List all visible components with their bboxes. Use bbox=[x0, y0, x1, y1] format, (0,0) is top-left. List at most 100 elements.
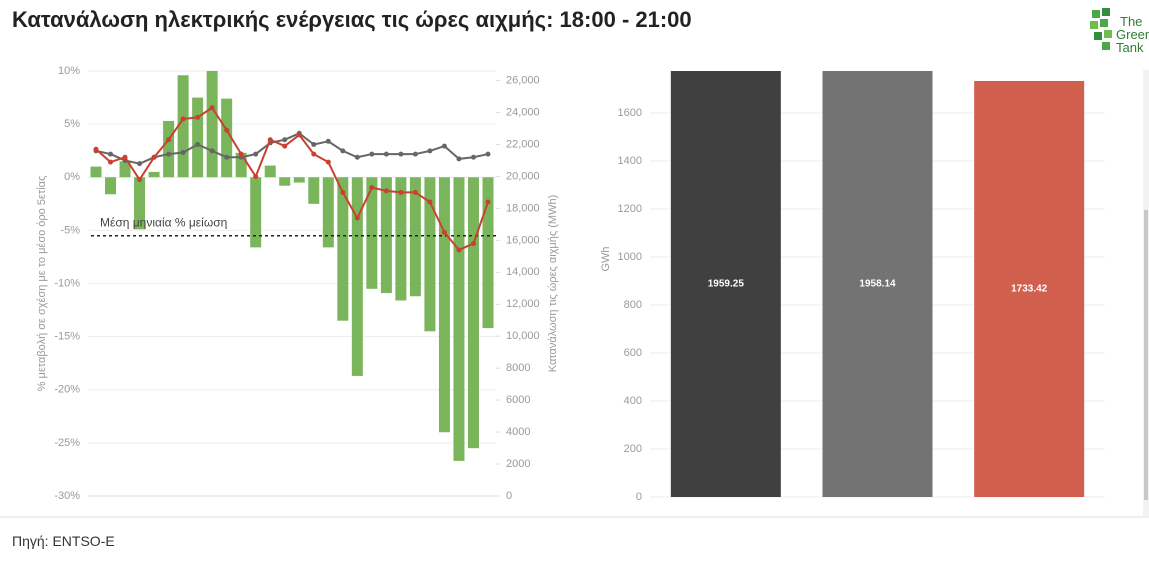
bar bbox=[279, 177, 291, 186]
bar bbox=[482, 177, 494, 329]
point bbox=[166, 151, 172, 157]
bar bbox=[221, 98, 233, 178]
point bbox=[456, 247, 462, 253]
y-tick-label: -25% bbox=[54, 437, 80, 449]
annotation-text: Μέση μηνιαία % μείωση bbox=[100, 216, 227, 230]
y-axis-label: GWh bbox=[600, 246, 612, 271]
line bbox=[95, 106, 489, 251]
bar bbox=[351, 177, 363, 376]
point bbox=[340, 189, 346, 195]
bar bbox=[134, 177, 146, 230]
bar bbox=[177, 75, 189, 178]
y-tick-label: 1400 bbox=[618, 155, 642, 167]
point bbox=[108, 159, 114, 165]
bar bbox=[670, 71, 781, 498]
point bbox=[470, 241, 476, 247]
y-tick-label: 800 bbox=[624, 299, 642, 311]
bar bbox=[250, 177, 262, 248]
point bbox=[253, 151, 259, 157]
point bbox=[122, 154, 128, 160]
bar bbox=[453, 177, 465, 461]
y2-tick-label: 16,000 bbox=[506, 234, 540, 246]
point bbox=[383, 188, 389, 194]
y-tick-label: 600 bbox=[624, 347, 642, 359]
y2-tick-label: 12,000 bbox=[506, 298, 540, 310]
page-title: Κατανάλωση ηλεκτρικής ενέργειας τις ώρες… bbox=[12, 7, 692, 32]
y-axis-label: % μεταβολή σε σχέση με το μέσο όρο 5ετία… bbox=[36, 176, 48, 392]
point bbox=[412, 151, 418, 157]
bar bbox=[424, 177, 436, 332]
point bbox=[311, 141, 317, 147]
bar bbox=[409, 177, 421, 297]
point bbox=[209, 105, 215, 111]
bar bbox=[822, 71, 933, 498]
point bbox=[485, 151, 491, 157]
y2-tick-label: 8000 bbox=[506, 362, 530, 374]
point bbox=[470, 154, 476, 160]
point bbox=[180, 149, 186, 155]
bar bbox=[206, 71, 218, 178]
point bbox=[224, 154, 230, 160]
y-tick-label: -20% bbox=[54, 384, 80, 396]
point bbox=[137, 161, 143, 167]
data-label: 1733.42 bbox=[1011, 284, 1048, 295]
bars bbox=[670, 71, 1085, 498]
bar bbox=[105, 177, 117, 195]
point bbox=[180, 116, 186, 122]
y-tick-label: 400 bbox=[624, 395, 642, 407]
point bbox=[267, 137, 273, 143]
point bbox=[282, 137, 288, 143]
point bbox=[369, 185, 375, 191]
y2-tick-label: 22,000 bbox=[506, 138, 540, 150]
point bbox=[253, 173, 259, 179]
bar bbox=[395, 177, 407, 301]
y2-tick-label: 6000 bbox=[506, 394, 530, 406]
point bbox=[383, 151, 389, 157]
point bbox=[209, 148, 215, 154]
point bbox=[354, 154, 360, 160]
logo: The Green Tank bbox=[1090, 8, 1149, 55]
y2-tick-label: 4000 bbox=[506, 426, 530, 438]
y2-axis-label: Κατανάλωση τις ώρες αιχμής (MWh) bbox=[547, 195, 559, 373]
logo-text: Green bbox=[1116, 27, 1149, 42]
y2-tick-label: 14,000 bbox=[506, 266, 540, 278]
point bbox=[282, 143, 288, 149]
y-tick-label: -30% bbox=[54, 490, 80, 502]
y-tick-label: 0 bbox=[636, 491, 642, 503]
point bbox=[456, 156, 462, 162]
point bbox=[166, 137, 172, 143]
bar bbox=[467, 177, 479, 449]
logo-text: Tank bbox=[1116, 40, 1144, 55]
point bbox=[224, 127, 230, 133]
logo-text: The bbox=[1120, 14, 1142, 29]
point bbox=[108, 151, 114, 157]
point bbox=[296, 132, 302, 138]
bar bbox=[337, 177, 349, 321]
bar bbox=[308, 177, 320, 204]
point bbox=[369, 151, 375, 157]
point bbox=[412, 189, 418, 195]
point bbox=[427, 148, 433, 154]
source: Πηγή: ENTSO-E bbox=[12, 533, 115, 549]
point bbox=[441, 229, 447, 235]
bar bbox=[119, 161, 131, 178]
bar bbox=[192, 97, 204, 178]
y-tick-label: 10% bbox=[58, 65, 80, 77]
bar bbox=[163, 120, 175, 178]
y-tick-label: 1200 bbox=[618, 203, 642, 215]
scrollbar-thumb bbox=[1144, 210, 1148, 500]
point bbox=[398, 151, 404, 157]
y-tick-label: 1000 bbox=[618, 251, 642, 263]
bar bbox=[974, 80, 1085, 498]
point bbox=[441, 143, 447, 149]
y2-tick-label: 2000 bbox=[506, 458, 530, 470]
y-tick-label: 0% bbox=[64, 171, 80, 183]
point bbox=[93, 146, 99, 152]
y-tick-label: 200 bbox=[624, 443, 642, 455]
bar bbox=[148, 171, 160, 178]
y2-tick-label: 24,000 bbox=[506, 106, 540, 118]
data-label: 1958.14 bbox=[859, 279, 896, 290]
point bbox=[325, 138, 331, 144]
bar bbox=[322, 177, 334, 248]
point bbox=[137, 177, 143, 183]
